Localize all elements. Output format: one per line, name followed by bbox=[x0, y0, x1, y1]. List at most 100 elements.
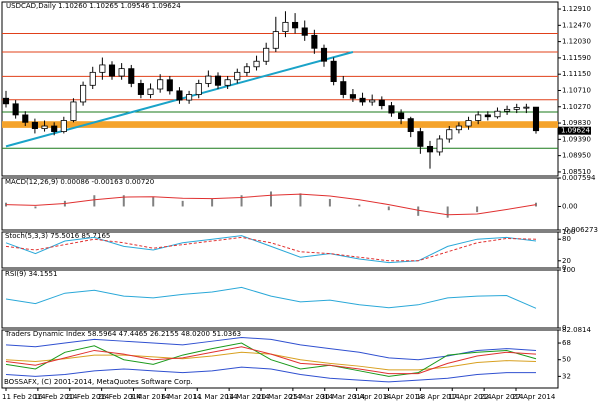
y-tick-label: 0.00 bbox=[562, 202, 578, 210]
candle-body bbox=[263, 47, 270, 62]
candle-body bbox=[388, 105, 395, 114]
y-tick-label: 1.10270 bbox=[562, 103, 591, 111]
y-tick-label: -0.006273 bbox=[562, 226, 598, 234]
plot-layer: 1.12910 1.12470 1.12030 1.11590 1.11150 1.107… bbox=[1, 1, 598, 401]
y-tick-label: 1.10710 bbox=[562, 86, 591, 94]
candle-body bbox=[137, 83, 144, 95]
y-tick-label: 82.0814 bbox=[562, 326, 591, 334]
indicator-line bbox=[5, 366, 536, 383]
candle-body bbox=[118, 68, 125, 77]
y-tick-label: 1.12030 bbox=[562, 38, 591, 46]
x-tick-label: 20 Feb 2014 bbox=[66, 393, 110, 401]
zone bbox=[2, 121, 558, 128]
candle-body bbox=[523, 106, 530, 109]
candle-body bbox=[513, 107, 520, 110]
panel-frame bbox=[1, 231, 559, 269]
panel-title: RSI(9) 34.1551 bbox=[5, 270, 57, 278]
y-tick-label: 0 bbox=[562, 324, 566, 332]
x-tick-label: 20 Mar 2014 bbox=[257, 393, 302, 401]
candle-body bbox=[484, 114, 491, 118]
y-tick-label: 1.11150 bbox=[562, 70, 591, 78]
chart-title: USDCAD,Daily 1.10260 1.10265 1.09546 1.0… bbox=[6, 2, 181, 10]
indicator-line bbox=[5, 235, 537, 264]
indicator-line bbox=[5, 336, 537, 361]
y-tick-label: 80 bbox=[562, 235, 571, 243]
candle-body bbox=[320, 47, 328, 62]
panel-title: Traders Dynamic Index 58.5964 47.4465 26… bbox=[4, 330, 241, 338]
candle-body bbox=[301, 27, 308, 36]
candle-body bbox=[224, 79, 231, 86]
indicator-line bbox=[5, 236, 537, 262]
y-tick-label: 1.09390 bbox=[562, 135, 591, 143]
y-tick-label: 0.007594 bbox=[562, 174, 596, 182]
candle-body bbox=[426, 145, 434, 153]
candle-body bbox=[186, 94, 193, 101]
candle-body bbox=[494, 110, 501, 118]
candle-body bbox=[253, 60, 260, 68]
y-tick-label: 100 bbox=[562, 266, 575, 274]
last-price-box bbox=[558, 126, 591, 135]
y-tick-label: 100 bbox=[562, 228, 575, 236]
candle-body bbox=[214, 75, 222, 86]
candle-body bbox=[407, 118, 414, 132]
x-tick-label: 25 Mar 2014 bbox=[289, 393, 334, 401]
x-tick-label: 14 Mar 2014 bbox=[225, 393, 270, 401]
candle-body bbox=[70, 101, 77, 121]
candle-body bbox=[446, 129, 453, 140]
x-tick-label: 6 Mar 2014 bbox=[161, 393, 201, 401]
candle-body bbox=[504, 108, 511, 112]
panel-frame bbox=[1, 1, 559, 177]
candle-body bbox=[22, 114, 29, 123]
candle-body bbox=[532, 106, 540, 132]
x-tick-label: 26 Feb 2014 bbox=[98, 393, 142, 401]
panel-title: Stoch(5,3,3) 75.5016 85.7165 bbox=[5, 232, 110, 240]
x-tick-label: 22 Apr 2014 bbox=[480, 393, 524, 401]
y-tick-label: 0 bbox=[562, 264, 566, 272]
candle-body bbox=[60, 120, 67, 132]
footer: BOSSAFX, (C) 2001-2014, MetaQuotes Softw… bbox=[4, 378, 193, 386]
candle-body bbox=[311, 34, 318, 49]
candle-body bbox=[475, 114, 482, 121]
candle-body bbox=[378, 99, 385, 107]
candle-body bbox=[41, 125, 48, 130]
y-tick-label: 1.12910 bbox=[562, 5, 591, 13]
candle-body bbox=[369, 99, 376, 103]
y-tick-label: 32 bbox=[562, 372, 571, 380]
candle-body bbox=[2, 97, 10, 105]
y-tick-label: 50 bbox=[562, 356, 571, 364]
candle-body bbox=[166, 79, 173, 92]
panel-title: MACD(12,26,9) 0.00086 -0.00163 0.00720 bbox=[5, 178, 154, 186]
candle-body bbox=[234, 71, 241, 81]
candle-body bbox=[195, 83, 202, 95]
panel-frame bbox=[1, 329, 559, 389]
x-tick-label: 3 Mar 2014 bbox=[130, 393, 170, 401]
candle-body bbox=[243, 66, 250, 73]
candle-body bbox=[359, 97, 366, 103]
candle-body bbox=[157, 79, 164, 90]
candle-body bbox=[465, 120, 472, 127]
x-tick-label: 16 Feb 2014 bbox=[34, 393, 78, 401]
y-tick-label: 1.09830 bbox=[562, 119, 591, 127]
last-price-label: 1.09624 bbox=[561, 127, 590, 135]
candle-body bbox=[31, 121, 38, 130]
x-tick-label: 8 Apr 2014 bbox=[385, 393, 424, 401]
x-tick-label: 13 Apr 2014 bbox=[416, 393, 460, 401]
panel-frame bbox=[1, 177, 559, 231]
x-tick-label: 11 Mar 2014 bbox=[193, 393, 238, 401]
candle-body bbox=[51, 125, 58, 132]
indicator-line bbox=[5, 286, 537, 309]
candle-body bbox=[272, 31, 279, 49]
x-tick-label: 11 Feb 2014 bbox=[2, 393, 46, 401]
candle-body bbox=[12, 103, 19, 116]
candle-body bbox=[176, 90, 183, 101]
indicator-line bbox=[5, 193, 537, 216]
y-tick-label: 1.11590 bbox=[562, 54, 591, 62]
x-tick-label: 27 Apr 2014 bbox=[512, 393, 556, 401]
candle-body bbox=[398, 112, 405, 120]
candle-body bbox=[282, 21, 289, 33]
candle-body bbox=[108, 64, 116, 77]
x-tick-label: 17 Apr 2014 bbox=[448, 393, 492, 401]
x-tick-label: 30 Mar 2014 bbox=[321, 393, 366, 401]
y-tick-label: 20 bbox=[562, 257, 571, 265]
